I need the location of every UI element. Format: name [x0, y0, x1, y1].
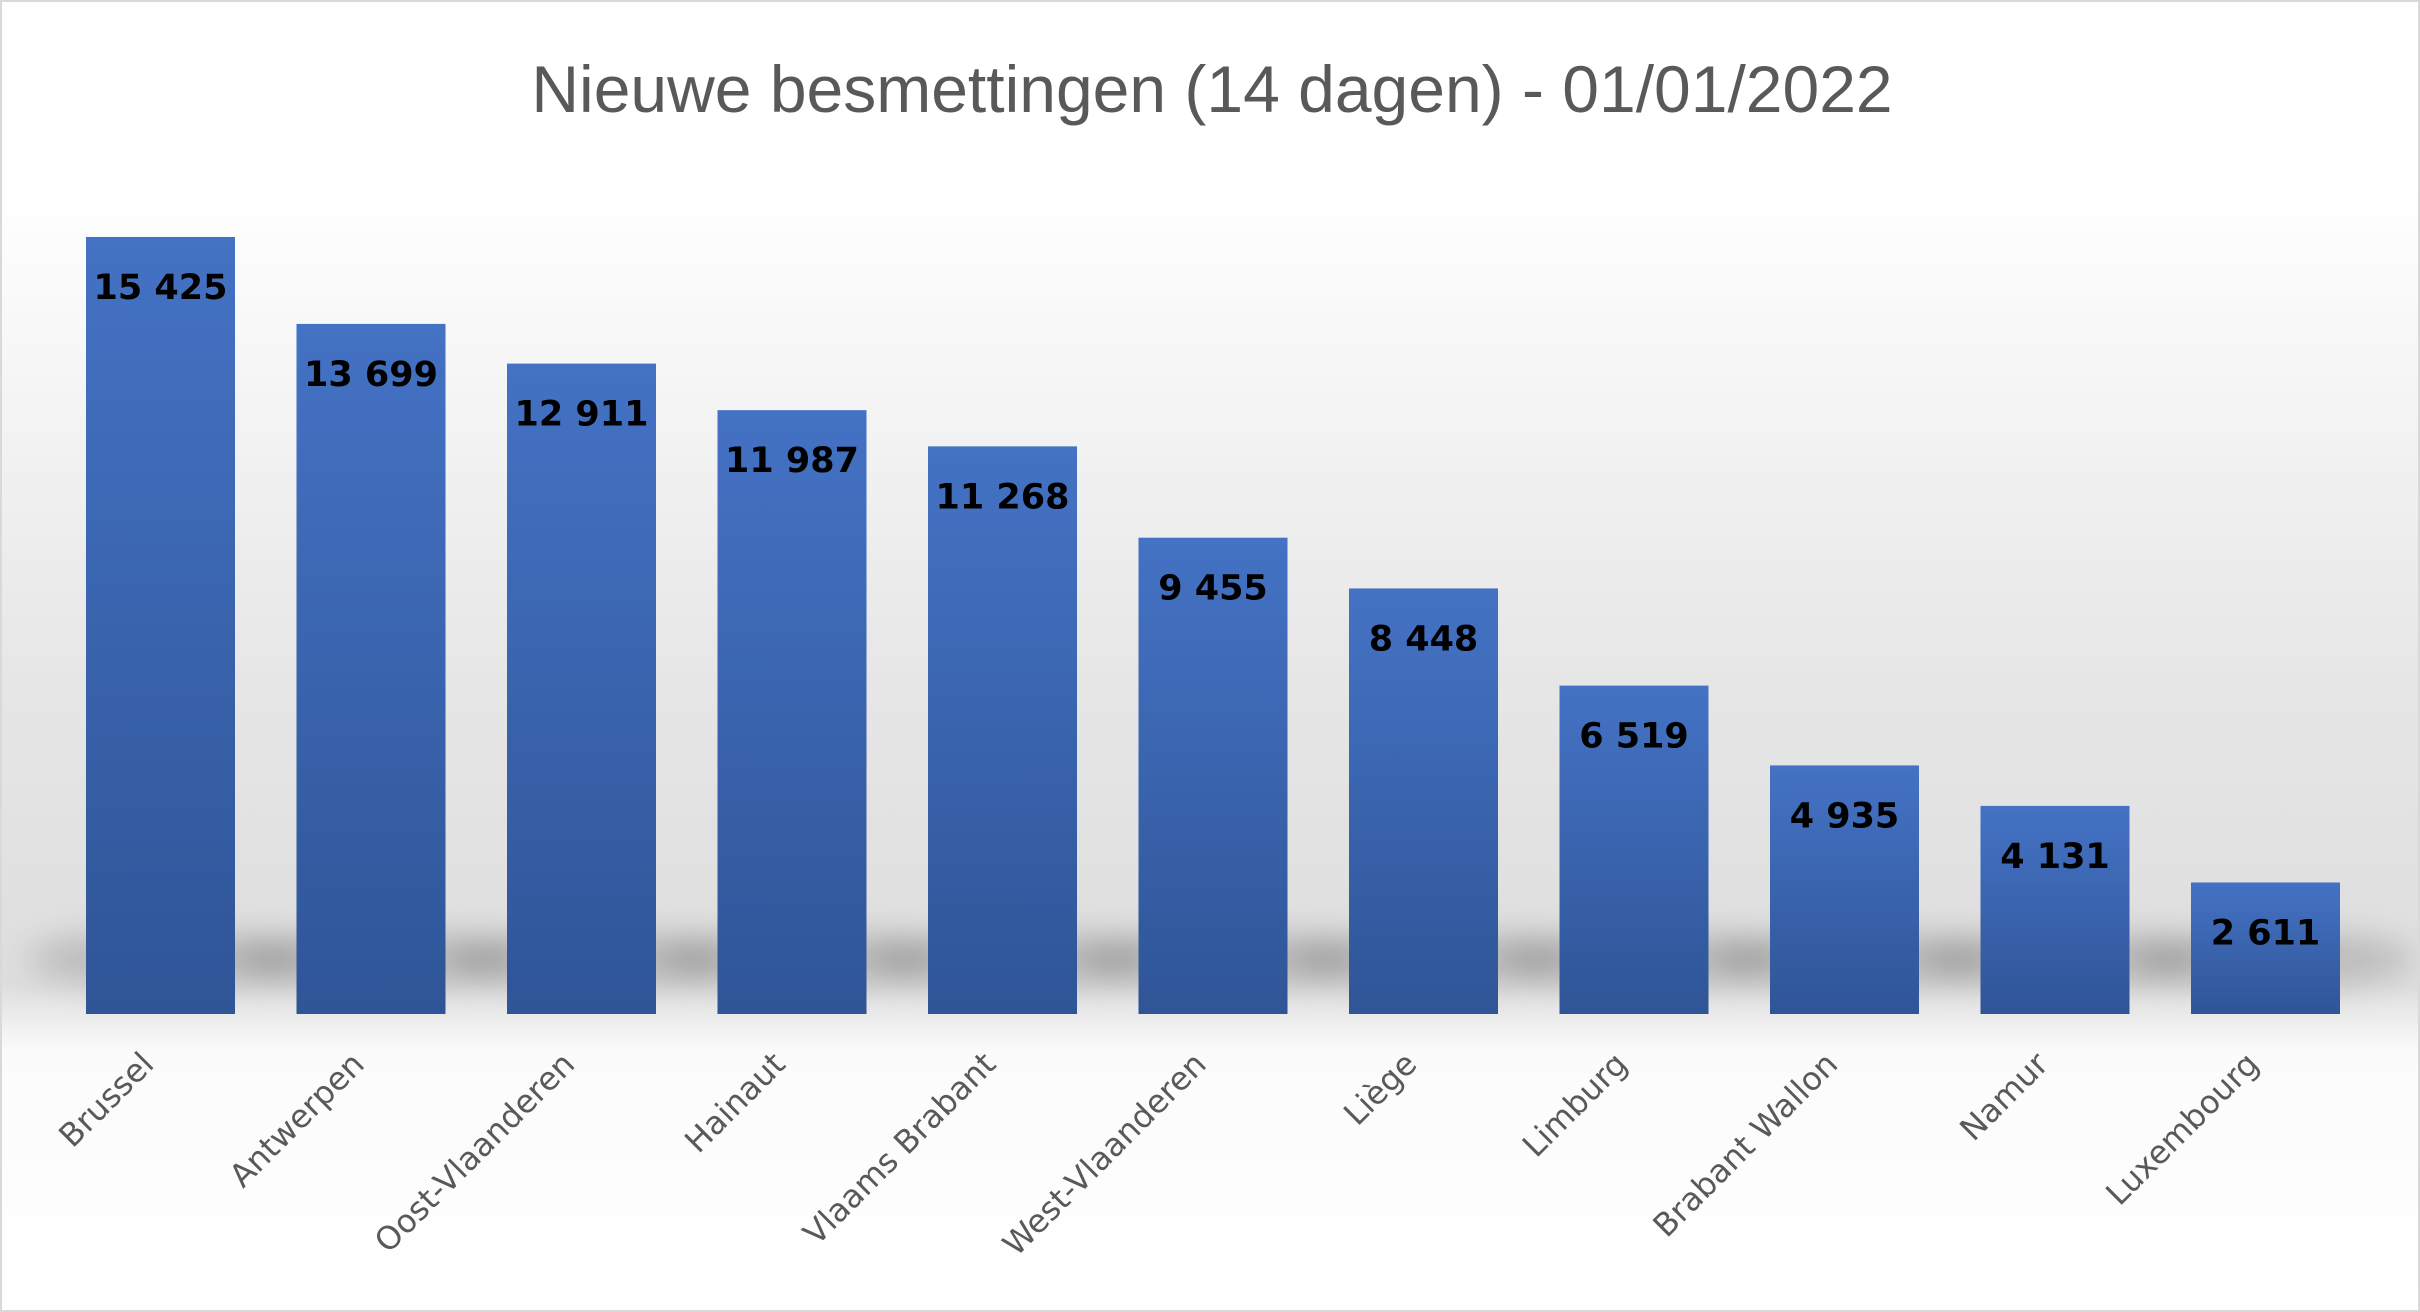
bar — [1980, 805, 2130, 1014]
bar-value-label: 11 987 — [725, 441, 859, 481]
bar-value-label: 9 455 — [1158, 569, 1268, 609]
bar — [507, 363, 656, 1014]
bar — [1138, 537, 1288, 1014]
bar — [86, 236, 235, 1014]
bar-value-label: 15 425 — [94, 268, 228, 308]
bar — [717, 410, 867, 1014]
bar-value-label: 8 448 — [1369, 619, 1479, 659]
bar — [1349, 588, 1498, 1014]
value-labels: 15 425 13 699 12 911 11 987 11 268 9 455 8 448… — [94, 268, 2321, 954]
bar — [1559, 685, 1709, 1014]
bar-value-label: 4 935 — [1790, 796, 1900, 836]
bar-value-label: 4 131 — [2000, 837, 2110, 877]
bar — [1770, 765, 1919, 1014]
bar-value-label: 12 911 — [515, 395, 649, 435]
bar — [928, 446, 1077, 1014]
bar-value-label: 6 519 — [1579, 717, 1689, 757]
bar-value-label: 13 699 — [304, 355, 438, 395]
bar-value-label: 2 611 — [2211, 913, 2321, 953]
bar — [296, 323, 446, 1015]
chart-title: Nieuwe besmettingen (14 dagen) - 01/01/2… — [531, 52, 1892, 126]
bar-value-label: 11 268 — [936, 477, 1070, 517]
bar — [2191, 882, 2340, 1014]
bars — [86, 236, 2340, 1015]
